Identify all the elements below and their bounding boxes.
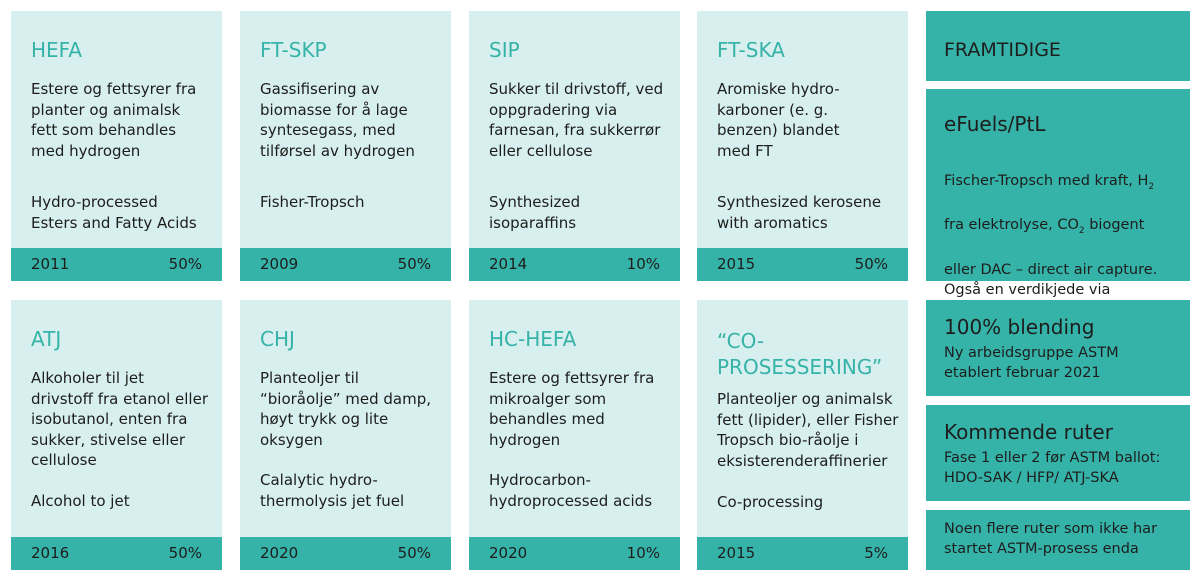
efuels-title: eFuels/PtL [944,112,1046,136]
route-card-co-processing: “CO- PROSESSERING” Planteoljer og animal… [697,300,908,570]
route-blend-percent: 50% [397,544,431,562]
route-english-name: Synthesized kerosene with aromatics [717,193,882,232]
route-description: Estere og fettsyrer fra planter og anima… [31,80,197,160]
route-english-name: Hydro-processed Esters and Fatty Acids [31,193,197,232]
route-footer: 2020 10% [469,537,680,570]
route-blend-percent: 50% [168,255,202,273]
route-blend-percent: 5% [864,544,888,562]
route-card-ft-skp: FT-SKP Gassifisering av biomasse for å l… [240,11,451,281]
efuels-line-2: fra elektrolyse, CO2 biogent [944,216,1180,241]
route-title: ATJ [31,327,62,351]
route-english-name: Calalytic hydro- thermolysis jet fuel [260,471,405,510]
route-blend-percent: 10% [626,255,660,273]
route-english-name: Alcohol to jet [31,492,130,510]
route-title: CHJ [260,327,295,351]
route-blend-percent: 50% [168,544,202,562]
route-english-name: Synthesized isoparaffins [489,193,581,232]
blending-text: Ny arbeidsgruppe ASTM etablert februar 2… [944,345,1119,381]
efuels-text-part: fra elektrolyse, CO [944,217,1079,234]
route-footer: 2015 50% [697,248,908,281]
route-english-name: Hydrocarbon- hydroprocessed acids [489,471,653,510]
route-year: 2016 [31,544,70,562]
more-routes-text: Noen flere ruter som ikke har startet AS… [944,521,1158,557]
efuels-text-part: Fischer-Tropsch med kraft, H [944,172,1149,189]
route-year: 2020 [260,544,299,562]
route-title: HEFA [31,38,83,62]
coming-routes-text: Fase 1 eller 2 før ASTM ballot: HDO-SAK … [944,450,1161,486]
future-header-box: FRAMTIDIGE [926,11,1190,81]
co2-subscript: 2 [1078,226,1085,237]
route-description: Alkoholer til jet drivstoff fra etanol e… [31,369,208,469]
route-description: Sukker til drivstoff, ved oppgradering v… [489,80,664,160]
route-blend-percent: 50% [854,255,888,273]
efuels-text-part: biogent [1084,217,1145,234]
route-year: 2015 [717,544,756,562]
route-footer: 2020 50% [240,537,451,570]
route-english-name: Fisher-Tropsch [260,193,365,211]
route-blend-percent: 10% [626,544,660,562]
coming-routes-title: Kommende ruter [944,420,1113,444]
route-english-name: Co-processing [717,493,824,511]
route-description: Aromiske hydro- karboner (e. g. benzen) … [717,80,840,160]
route-card-sip: SIP Sukker til drivstoff, ved oppgraderi… [469,11,680,281]
route-card-hc-hefa: HC-HEFA Estere og fettsyrer fra mikroalg… [469,300,680,570]
more-routes-box: Noen flere ruter som ikke har startet AS… [926,510,1190,570]
route-year: 2014 [489,255,528,273]
route-title: SIP [489,38,520,62]
route-description: Estere og fettsyrer fra mikroalger som b… [489,369,655,449]
route-footer: 2011 50% [11,248,222,281]
blending-title: 100% blending [944,315,1095,339]
route-year: 2011 [31,255,70,273]
route-card-chj: CHJ Planteoljer til “bioråolje” med damp… [240,300,451,570]
route-footer: 2015 5% [697,537,908,570]
blending-box: 100% blending Ny arbeidsgruppe ASTM etab… [926,300,1190,396]
route-card-atj: ATJ Alkoholer til jet drivstoff fra etan… [11,300,222,570]
route-description: Gassifisering av biomasse for å lage syn… [260,80,415,160]
route-footer: 2009 50% [240,248,451,281]
route-year: 2015 [717,255,756,273]
h2-subscript: 2 [1148,181,1155,192]
route-title: “CO- PROSESSERING” [717,329,883,379]
coming-routes-box: Kommende ruter Fase 1 eller 2 før ASTM b… [926,405,1190,501]
route-blend-percent: 50% [397,255,431,273]
route-card-hefa: HEFA Estere og fettsyrer fra planter og … [11,11,222,281]
route-year: 2009 [260,255,299,273]
route-title: FT-SKA [717,38,785,62]
route-card-ft-ska: FT-SKA Aromiske hydro- karboner (e. g. b… [697,11,908,281]
route-title: HC-HEFA [489,327,577,351]
route-description: Planteoljer til “bioråolje” med damp, hø… [260,369,432,449]
route-year: 2020 [489,544,528,562]
route-description: Planteoljer og animalsk fett (lipider), … [717,390,899,470]
efuels-box: eFuels/PtL Fischer-Tropsch med kraft, H2… [926,89,1190,317]
route-footer: 2016 50% [11,537,222,570]
efuels-line-1: Fischer-Tropsch med kraft, H2 [944,172,1180,197]
route-title: FT-SKP [260,38,327,62]
route-footer: 2014 10% [469,248,680,281]
future-header: FRAMTIDIGE [944,39,1061,61]
